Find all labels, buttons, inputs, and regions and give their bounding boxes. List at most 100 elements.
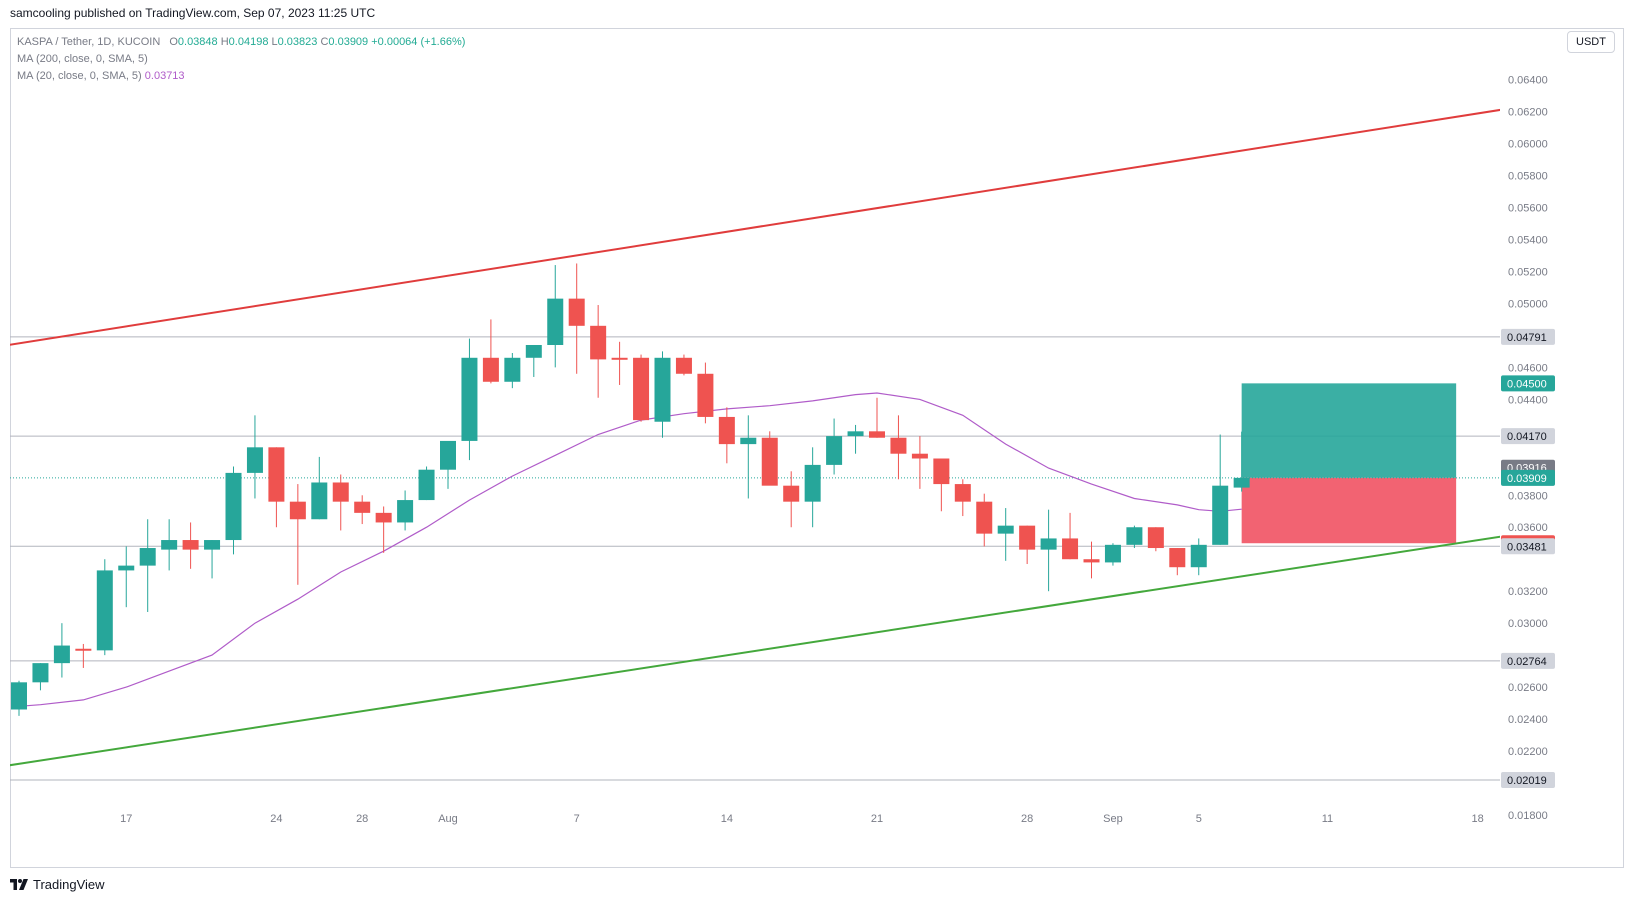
tradingview-footer[interactable]: TradingView [10, 877, 105, 892]
y-axis-tick-label: 0.05000 [1508, 298, 1548, 310]
ma20-line [18, 392, 1242, 707]
candle-body [911, 453, 928, 459]
low-value: 0.03823 [277, 36, 318, 48]
candle-body [568, 298, 585, 326]
candle-body [547, 298, 564, 345]
candle-body [75, 648, 92, 651]
candle-body [1019, 525, 1036, 550]
candle-body [783, 485, 800, 502]
price-label: 0.03481 [1507, 541, 1547, 553]
candle-body [482, 357, 499, 382]
y-axis-tick-label: 0.05800 [1508, 171, 1548, 183]
open-value: 0.03848 [177, 36, 218, 48]
y-axis-tick-label: 0.03600 [1508, 522, 1548, 534]
candle-body [697, 373, 714, 417]
price-label-box [1501, 375, 1555, 392]
candle-body [354, 501, 371, 513]
candle-body [53, 645, 70, 664]
chart-frame [10, 28, 1624, 868]
close-label: C [320, 36, 329, 48]
candle-body [869, 431, 885, 438]
candle-body [1147, 527, 1164, 549]
candle-body [182, 540, 199, 550]
candle-body [311, 482, 328, 520]
candle-body [890, 437, 907, 454]
y-axis-tick-label: 0.05200 [1508, 266, 1548, 278]
chart-legend: KASPA / Tether, 1D, KUCOIN O0.03848 H0.0… [17, 34, 465, 85]
candle-body [633, 357, 650, 421]
price-label-box [1501, 772, 1555, 789]
ma20-value: 0.03713 [144, 70, 185, 82]
candle-body [933, 458, 950, 485]
price-label-box [1501, 469, 1555, 486]
candle-body [11, 682, 27, 710]
x-axis-tick-label: 18 [1471, 813, 1483, 825]
candle-body [397, 500, 414, 523]
candle-body [611, 357, 628, 360]
x-axis-tick-label: 28 [1021, 813, 1033, 825]
candle-body [1169, 548, 1186, 568]
candle-body [161, 540, 178, 550]
x-axis-tick-label: 11 [1322, 813, 1333, 825]
ma20-row[interactable]: MA (20, close, 0, SMA, 5) 0.03713 [17, 68, 465, 85]
candle-body [826, 436, 843, 465]
candle-body [32, 663, 49, 683]
candle-body [268, 447, 285, 502]
price-label-box [1501, 652, 1555, 669]
low-label: L [271, 36, 278, 48]
candle-body [1040, 538, 1057, 550]
price-label: 0.04791 [1507, 332, 1547, 344]
close-value: 0.03909 [328, 36, 369, 48]
x-axis-tick-label: Aug [438, 813, 458, 825]
candle-body [976, 501, 993, 534]
publisher-caption: samcooling published on TradingView.com,… [10, 6, 376, 20]
candle-body [1104, 544, 1121, 563]
price-label: 0.02019 [1507, 775, 1547, 787]
candle-body [804, 464, 821, 502]
high-label: H [220, 36, 229, 48]
candle-body [654, 357, 671, 422]
candle-body [139, 548, 156, 566]
y-axis-tick-label: 0.02200 [1508, 746, 1548, 758]
candle-body [332, 482, 349, 502]
y-axis-tick-label: 0.01800 [1508, 810, 1548, 822]
x-axis-tick-label: 5 [1196, 813, 1202, 825]
x-axis-tick-label: 24 [270, 813, 282, 825]
candle-body [504, 357, 521, 382]
candle-body [461, 357, 478, 441]
tradingview-logo-icon [10, 879, 28, 890]
x-axis-tick-label: 7 [574, 813, 580, 825]
y-axis-tick-label: 0.02400 [1508, 714, 1548, 726]
y-axis-tick-label: 0.04400 [1508, 394, 1548, 406]
y-axis-tick-label: 0.05600 [1508, 203, 1548, 215]
target-zone [1241, 383, 1457, 478]
x-axis-tick-label: 21 [871, 813, 883, 825]
candle-body [1190, 544, 1207, 568]
x-axis-tick-label: 14 [721, 813, 733, 825]
candle-body [225, 472, 242, 541]
candle-body [1083, 559, 1100, 563]
candle-body [525, 344, 542, 358]
candle-body [847, 431, 864, 437]
candle-body [590, 325, 607, 360]
y-axis-tick-label: 0.06000 [1508, 139, 1548, 151]
symbol-row: KASPA / Tether, 1D, KUCOIN O0.03848 H0.0… [17, 34, 465, 51]
currency-button[interactable]: USDT [1567, 31, 1615, 53]
candle-body [246, 447, 263, 473]
y-axis-tick-label: 0.03200 [1508, 586, 1548, 598]
stop-zone [1241, 477, 1457, 544]
candle-body [204, 540, 221, 550]
symbol-title: KASPA / Tether, 1D, KUCOIN [17, 36, 161, 48]
ma200-row[interactable]: MA (200, close, 0, SMA, 5) [17, 53, 148, 65]
price-label-box [1501, 328, 1555, 345]
change-value: +0.00064 (+1.66%) [371, 36, 466, 48]
support-line [10, 535, 1500, 767]
candle-body [1212, 485, 1229, 545]
candle-body [418, 469, 435, 501]
high-value: 0.04198 [228, 36, 269, 48]
candle-body [997, 525, 1014, 534]
y-axis-tick-label: 0.06400 [1508, 75, 1548, 87]
candle-body [761, 437, 778, 486]
candle-body [1233, 477, 1250, 488]
